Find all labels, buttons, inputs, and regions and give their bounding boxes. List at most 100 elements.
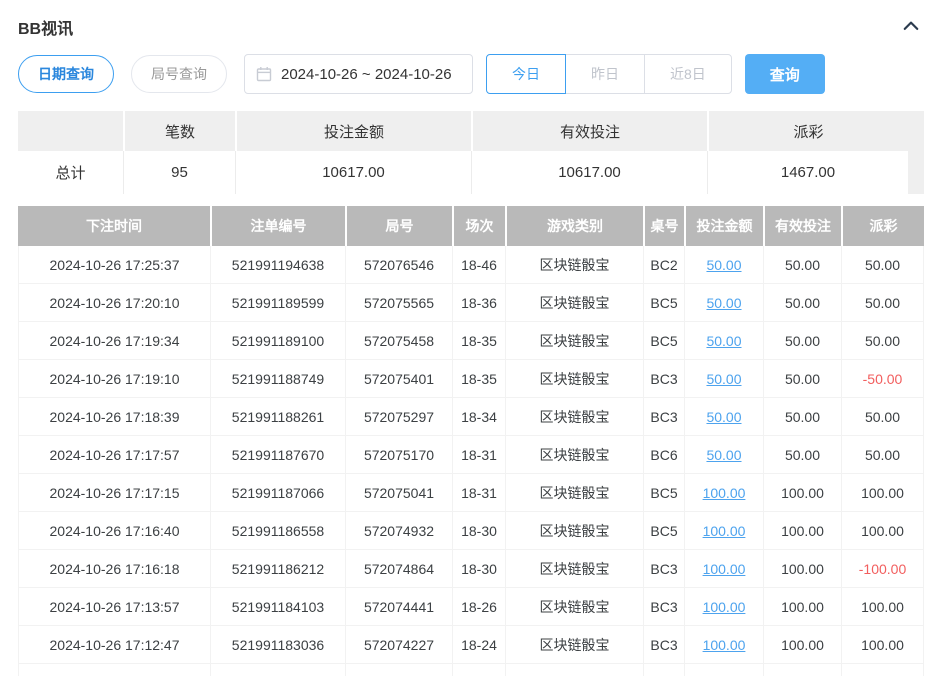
bet-id-cell: 521991189100	[210, 322, 345, 359]
round-no-cell: 572074932	[345, 512, 452, 549]
session-cell: 18-30	[452, 550, 505, 587]
game-type-cell: 区块链骰宝	[505, 550, 643, 587]
bet-amount-cell: 50.00	[684, 284, 763, 321]
date-range-value: 2024-10-26 ~ 2024-10-26	[281, 65, 452, 83]
valid-bet-cell: 100.00	[763, 512, 841, 549]
session-cell: 18-30	[452, 512, 505, 549]
bet-amount-link[interactable]: 100.00	[702, 598, 746, 615]
table-row: 2024-10-26 17:25:37 521991194638 572076546…	[18, 246, 924, 284]
bet-amount-cell: 50.00	[684, 398, 763, 435]
table-row: 2024-10-26 17:16:18 521991186212 572074864…	[18, 550, 924, 588]
empty-cell	[210, 664, 345, 676]
column-header: 投注金额	[684, 206, 763, 246]
search-button[interactable]: 查询	[744, 54, 825, 94]
calendar-icon	[256, 66, 272, 82]
payout-cell: 50.00	[841, 246, 924, 283]
bet-amount-link[interactable]: 50.00	[706, 256, 742, 273]
quick-btn-last8days[interactable]: 近8日	[644, 54, 732, 94]
summary-header-cell: 笔数	[123, 111, 235, 151]
bet-time-cell: 2024-10-26 17:25:37	[18, 246, 210, 283]
summary-total-value: 10617.00	[471, 151, 707, 194]
valid-bet-cell: 50.00	[763, 360, 841, 397]
summary-total-label: 总计	[18, 151, 123, 194]
bet-time-cell: 2024-10-26 17:20:10	[18, 284, 210, 321]
column-header: 局号	[345, 206, 452, 246]
valid-bet-cell: 50.00	[763, 398, 841, 435]
table-no-cell: BC6	[643, 436, 684, 473]
round-no-cell: 572075170	[345, 436, 452, 473]
bet-amount-link[interactable]: 100.00	[702, 522, 746, 539]
valid-bet-cell: 50.00	[763, 284, 841, 321]
game-type-cell: 区块链骰宝	[505, 474, 643, 511]
bet-id-cell: 521991184103	[210, 588, 345, 625]
bet-id-cell: 521991183036	[210, 626, 345, 663]
bet-amount-link[interactable]: 100.00	[702, 636, 746, 653]
bet-amount-link[interactable]: 50.00	[706, 408, 742, 425]
game-type-cell: 区块链骰宝	[505, 284, 643, 321]
session-cell: 18-31	[452, 474, 505, 511]
bet-records-table: 下注时间 注单编号 局号 场次 游戏类别 桌号 投注金额 有效投注 派彩 2024-10-26 …	[18, 206, 924, 676]
summary-header-cell: 有效投注	[471, 111, 707, 151]
bet-amount-link[interactable]: 50.00	[706, 446, 742, 463]
table-body: 2024-10-26 17:25:37 521991194638 572076546…	[18, 246, 924, 664]
tab-date-query[interactable]: 日期查询	[18, 55, 114, 93]
date-range-input[interactable]: 2024-10-26 ~ 2024-10-26	[244, 54, 473, 94]
bet-id-cell: 521991187066	[210, 474, 345, 511]
valid-bet-cell: 100.00	[763, 588, 841, 625]
valid-bet-cell: 50.00	[763, 436, 841, 473]
collapse-button[interactable]	[898, 14, 924, 40]
tab-round-query[interactable]: 局号查询	[131, 55, 227, 93]
game-type-cell: 区块链骰宝	[505, 512, 643, 549]
empty-cell	[452, 664, 505, 676]
bb-video-panel: BB视讯 日期查询 局号查询 2024-10-26 ~ 2024-10-26 今…	[18, 0, 924, 676]
session-cell: 18-35	[452, 322, 505, 359]
table-row-partial	[18, 664, 924, 676]
column-header: 派彩	[841, 206, 924, 246]
empty-cell	[841, 664, 924, 676]
quick-btn-yesterday[interactable]: 昨日	[565, 54, 645, 94]
payout-cell: -100.00	[841, 550, 924, 587]
bet-id-cell: 521991186558	[210, 512, 345, 549]
bet-time-cell: 2024-10-26 17:16:40	[18, 512, 210, 549]
column-header: 下注时间	[18, 206, 210, 246]
bet-amount-link[interactable]: 50.00	[706, 332, 742, 349]
bet-amount-cell: 100.00	[684, 474, 763, 511]
table-row: 2024-10-26 17:18:39 521991188261 572075297…	[18, 398, 924, 436]
bet-amount-cell: 50.00	[684, 436, 763, 473]
table-no-cell: BC5	[643, 512, 684, 549]
summary-total-value: 10617.00	[235, 151, 471, 194]
game-type-cell: 区块链骰宝	[505, 322, 643, 359]
column-header: 桌号	[643, 206, 684, 246]
empty-cell	[505, 664, 643, 676]
bet-id-cell: 521991189599	[210, 284, 345, 321]
quick-btn-today[interactable]: 今日	[486, 54, 566, 94]
session-cell: 18-35	[452, 360, 505, 397]
empty-cell	[345, 664, 452, 676]
payout-cell: 100.00	[841, 588, 924, 625]
game-type-cell: 区块链骰宝	[505, 588, 643, 625]
empty-cell	[643, 664, 684, 676]
game-type-cell: 区块链骰宝	[505, 436, 643, 473]
bet-amount-link[interactable]: 100.00	[702, 560, 746, 577]
payout-cell: 50.00	[841, 284, 924, 321]
table-row: 2024-10-26 17:19:34 521991189100 572075458…	[18, 322, 924, 360]
panel-header: BB视讯	[18, 14, 924, 40]
bet-id-cell: 521991186212	[210, 550, 345, 587]
bet-id-cell: 521991188749	[210, 360, 345, 397]
game-type-cell: 区块链骰宝	[505, 246, 643, 283]
column-header: 场次	[452, 206, 505, 246]
payout-cell: 100.00	[841, 512, 924, 549]
column-header: 注单编号	[210, 206, 345, 246]
bet-amount-cell: 50.00	[684, 322, 763, 359]
bet-amount-cell: 50.00	[684, 360, 763, 397]
table-no-cell: BC3	[643, 398, 684, 435]
valid-bet-cell: 100.00	[763, 626, 841, 663]
bet-amount-link[interactable]: 100.00	[702, 484, 746, 501]
bet-amount-link[interactable]: 50.00	[706, 370, 742, 387]
table-no-cell: BC5	[643, 284, 684, 321]
round-no-cell: 572075041	[345, 474, 452, 511]
bet-amount-link[interactable]: 50.00	[706, 294, 742, 311]
bet-time-cell: 2024-10-26 17:19:34	[18, 322, 210, 359]
session-cell: 18-26	[452, 588, 505, 625]
table-no-cell: BC5	[643, 322, 684, 359]
